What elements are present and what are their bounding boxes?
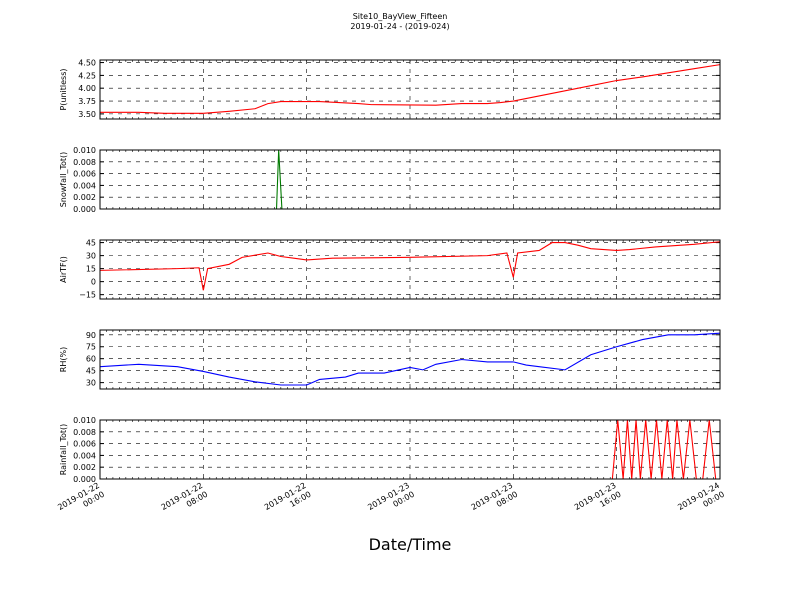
x-tick-label: 2019-01-2400:00 <box>676 481 726 521</box>
y-tick-label: 30 <box>86 379 96 388</box>
y-axis-label: RH(%) <box>59 347 68 372</box>
y-tick-label: 0.010 <box>73 416 96 425</box>
y-tick-label: 60 <box>86 355 96 364</box>
series-line <box>100 64 721 114</box>
y-tick-label: 0.004 <box>73 451 96 460</box>
y-tick-label: −15 <box>79 291 96 300</box>
panel-frame <box>99 329 721 390</box>
y-tick-label: 0.010 <box>73 146 96 155</box>
y-tick-label: 30 <box>86 252 96 261</box>
y-tick-label: 0.002 <box>73 193 96 202</box>
y-tick-label: 3.50 <box>78 110 96 119</box>
y-tick-label: 0 <box>91 278 96 287</box>
y-tick-label: 0.008 <box>73 158 96 167</box>
x-tick-label: 2019-01-2208:00 <box>160 481 210 521</box>
panel-frame <box>99 419 721 480</box>
y-tick-label: 4.25 <box>78 71 96 80</box>
y-axis-label: Rainfall_Tot() <box>59 424 68 476</box>
series-line <box>99 332 721 386</box>
y-tick-label: 45 <box>86 367 96 376</box>
series-line <box>99 241 721 291</box>
y-tick-label: 4.50 <box>78 59 96 68</box>
y-tick-label: 0.004 <box>73 181 96 190</box>
panel-2: 0.000 0.002 0.004 0.006 0.008 0.010 Snowfall_T… <box>59 146 721 214</box>
x-tick-label: 2019-01-2200:00 <box>56 481 106 521</box>
panels-group: 3.503.754.004.254.50P(unitless)0.0000.00… <box>59 59 721 484</box>
y-tick-label: 0.006 <box>73 440 96 449</box>
y-tick-label: 45 <box>86 239 96 248</box>
chart-title: Site10_BayView_Fifteen <box>353 12 448 21</box>
panel-frame <box>99 59 721 120</box>
y-axis-label: P(unitless) <box>59 68 68 110</box>
y-tick-label: 0.008 <box>73 428 96 437</box>
y-tick-label: 0.000 <box>73 475 96 484</box>
panel-frame <box>99 239 721 300</box>
x-tick-label: 2019-01-2216:00 <box>263 481 313 521</box>
y-tick-label: 90 <box>86 331 96 340</box>
panel-3: −15 0 15 30 45 AirTF() <box>59 239 721 300</box>
y-tick-label: 4.00 <box>78 84 96 93</box>
y-axis-label: AirTF() <box>59 256 68 283</box>
x-tick-label: 2019-01-2308:00 <box>470 481 520 521</box>
x-tick-label: 2019-01-2316:00 <box>573 481 623 521</box>
x-tick-label: 2019-01-2300:00 <box>366 481 416 521</box>
y-tick-label: 3.75 <box>78 97 96 106</box>
y-tick-label: 0.006 <box>73 170 96 179</box>
y-tick-label: 0.002 <box>73 463 96 472</box>
chart-subtitle: 2019-01-24 - (2019-024) <box>350 22 449 31</box>
y-axis-label: Snowfall_Tot() <box>59 152 68 208</box>
x-axis-label: Date/Time <box>369 535 452 554</box>
panel-5: 0.000 0.002 0.004 0.006 0.008 0.010 Rainfall_T… <box>59 416 721 484</box>
panel-frame <box>99 149 721 210</box>
panel-1: 3.50 3.75 4.00 4.25 4.50 P(unitless) <box>59 59 721 120</box>
panel-4: 30 45 60 75 90 RH(%) <box>59 329 721 390</box>
y-tick-label: 75 <box>86 343 96 352</box>
y-tick-label: 15 <box>86 265 96 274</box>
y-tick-label: 0.000 <box>73 205 96 214</box>
x-tick-labels: 2019-01-2200:00 2019-01-2208:00 2019-01-22… <box>56 481 726 521</box>
